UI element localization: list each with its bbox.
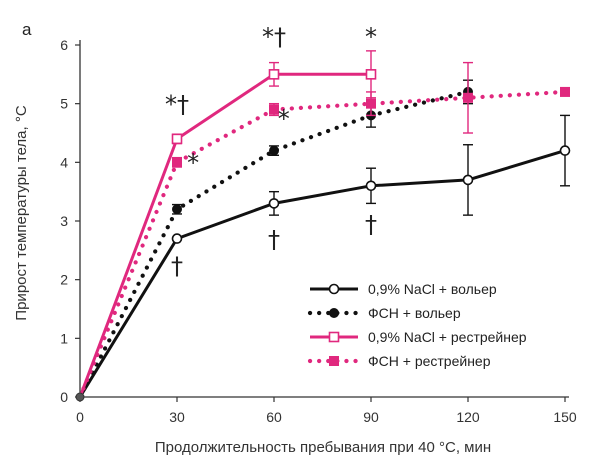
series-0-point-1 [171, 233, 183, 244]
y-tick-label-3: 3 [60, 213, 68, 229]
x-axis-title: Продолжительность пребывания при 40 °С, … [155, 439, 491, 456]
annotation-0: *† [165, 90, 189, 118]
series-1-point-2 [269, 145, 279, 156]
significance-annotations: *†*†*†*†*† [165, 23, 377, 280]
series-3-point-2 [269, 104, 279, 115]
x-tick-label-0: 0 [76, 409, 84, 425]
series-2-point-3 [365, 69, 377, 80]
series-2-point-2 [268, 69, 280, 80]
legend-label-3: ФСН + рестрейнер [368, 353, 491, 369]
series-3-line [77, 89, 568, 400]
x-tick-label-3: 90 [363, 409, 379, 425]
x-tick-label-5: 150 [553, 409, 577, 425]
series-3-point-3 [366, 98, 376, 109]
legend-label-0: 0,9% NaCl + вольер [368, 281, 497, 297]
series-2-line [78, 72, 371, 398]
legend: 0,9% NaCl + вольер ФСН + вольер 0,9% NaCl … [307, 281, 527, 369]
y-tick-label-5: 5 [60, 96, 68, 112]
series-0-point-3 [365, 180, 377, 192]
series-3-point-1 [172, 157, 182, 168]
y-tick-label-1: 1 [60, 330, 68, 346]
legend-marker-1 [329, 308, 339, 318]
y-axis-title: Прирост температуры тела, °С [13, 105, 30, 321]
legend-marker-2 [328, 331, 340, 343]
annotation-3: *† [262, 23, 286, 51]
series-0-point-2 [268, 198, 280, 209]
series-3 [77, 61, 570, 400]
panel-label: а [22, 20, 32, 39]
x-tick-label-2: 60 [266, 409, 282, 425]
series-0-point-5 [559, 145, 571, 156]
series-0-line [78, 149, 566, 398]
legend-marker-3 [329, 356, 339, 366]
series-3-point-4 [463, 92, 473, 103]
annotation-7: † [365, 211, 377, 239]
y-tick-label-4: 4 [60, 154, 68, 170]
series-0-point-4 [462, 174, 474, 186]
x-tick-label-4: 120 [456, 409, 480, 425]
series-layer [75, 50, 571, 402]
annotation-6: * [365, 23, 377, 51]
series-0 [78, 114, 571, 398]
origin-point [75, 392, 85, 402]
series-3-point-5 [560, 86, 570, 97]
series-2 [78, 50, 377, 398]
series-1-point-1 [172, 204, 182, 215]
annotation-5: † [268, 225, 280, 253]
y-tick-label-0: 0 [60, 389, 68, 405]
legend-marker-0 [328, 283, 340, 295]
annotation-4: * [278, 105, 290, 133]
legend-label-2: 0,9% NaCl + рестрейнер [368, 329, 527, 345]
series-2-point-1 [171, 133, 183, 145]
annotation-2: † [171, 252, 183, 280]
annotation-1: * [187, 149, 199, 177]
legend-label-1: ФСН + вольер [368, 305, 461, 321]
y-tick-label-2: 2 [60, 272, 68, 288]
y-tick-label-6: 6 [60, 37, 68, 53]
x-tick-label-1: 30 [169, 409, 185, 425]
